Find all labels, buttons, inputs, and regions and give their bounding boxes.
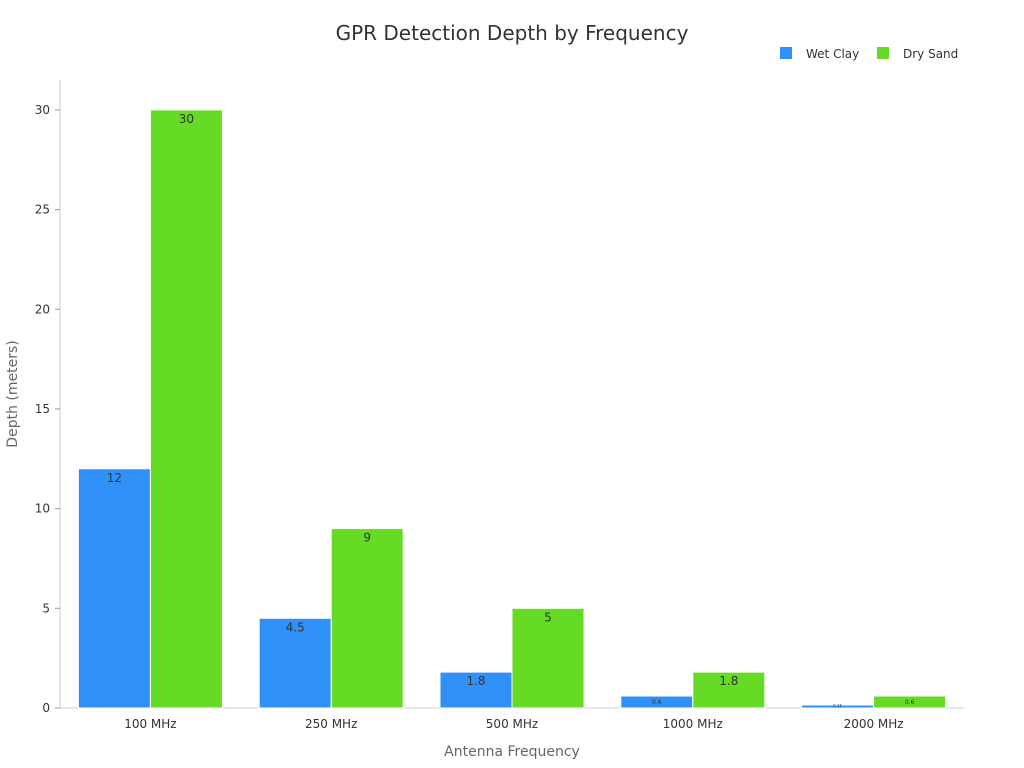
y-tick-label: 0 — [42, 701, 50, 715]
x-tick-label: 1000 MHz — [663, 717, 723, 731]
y-tick-label: 20 — [35, 302, 50, 316]
bar-wet-clay — [439, 671, 513, 709]
chart-title: GPR Detection Depth by Frequency — [336, 21, 689, 45]
bar-dry-sand — [511, 607, 585, 709]
data-label: 1.8 — [466, 674, 485, 688]
x-ticks: 100 MHz 250 MHz 500 MHz 1000 MHz 2000 MHz — [124, 717, 903, 731]
y-tick-label: 15 — [35, 402, 50, 416]
legend-label: Dry Sand — [903, 47, 958, 61]
x-tick-label: 250 MHz — [305, 717, 357, 731]
data-label: 0.6 — [905, 699, 915, 706]
data-label: 12 — [107, 471, 122, 485]
y-ticks: 0 5 10 15 20 25 30 — [35, 103, 60, 715]
bars — [77, 109, 947, 709]
y-axis-title: Depth (meters) — [5, 340, 21, 447]
legend: Wet Clay Dry Sand — [780, 47, 958, 61]
x-tick-label: 100 MHz — [124, 717, 176, 731]
data-label: 1.8 — [719, 674, 738, 688]
bar-wet-clay — [77, 468, 151, 709]
legend-swatch-wet-clay — [780, 47, 792, 59]
bar-dry-sand — [692, 671, 766, 709]
y-tick-label: 25 — [35, 203, 50, 217]
bar-dry-sand — [330, 528, 404, 709]
y-tick-label: 10 — [35, 502, 50, 516]
legend-label: Wet Clay — [806, 47, 859, 61]
data-label: 4.5 — [286, 620, 305, 634]
data-label: 9 — [363, 531, 371, 545]
x-axis-title: Antenna Frequency — [444, 744, 580, 760]
bar-dry-sand — [149, 109, 223, 709]
legend-swatch-dry-sand — [877, 47, 889, 59]
x-tick-label: 500 MHz — [486, 717, 538, 731]
y-tick-label: 5 — [42, 601, 50, 615]
data-label: 0.15 — [833, 704, 842, 709]
data-label: 0.6 — [652, 699, 662, 706]
data-labels: 12 30 4.5 9 1.8 5 0.6 1.8 0.15 0.6 — [107, 112, 915, 709]
data-label: 30 — [179, 112, 194, 126]
data-label: 5 — [544, 610, 552, 624]
y-tick-label: 30 — [35, 103, 50, 117]
bar-dry-sand — [873, 695, 947, 709]
x-tick-label: 2000 MHz — [844, 717, 904, 731]
